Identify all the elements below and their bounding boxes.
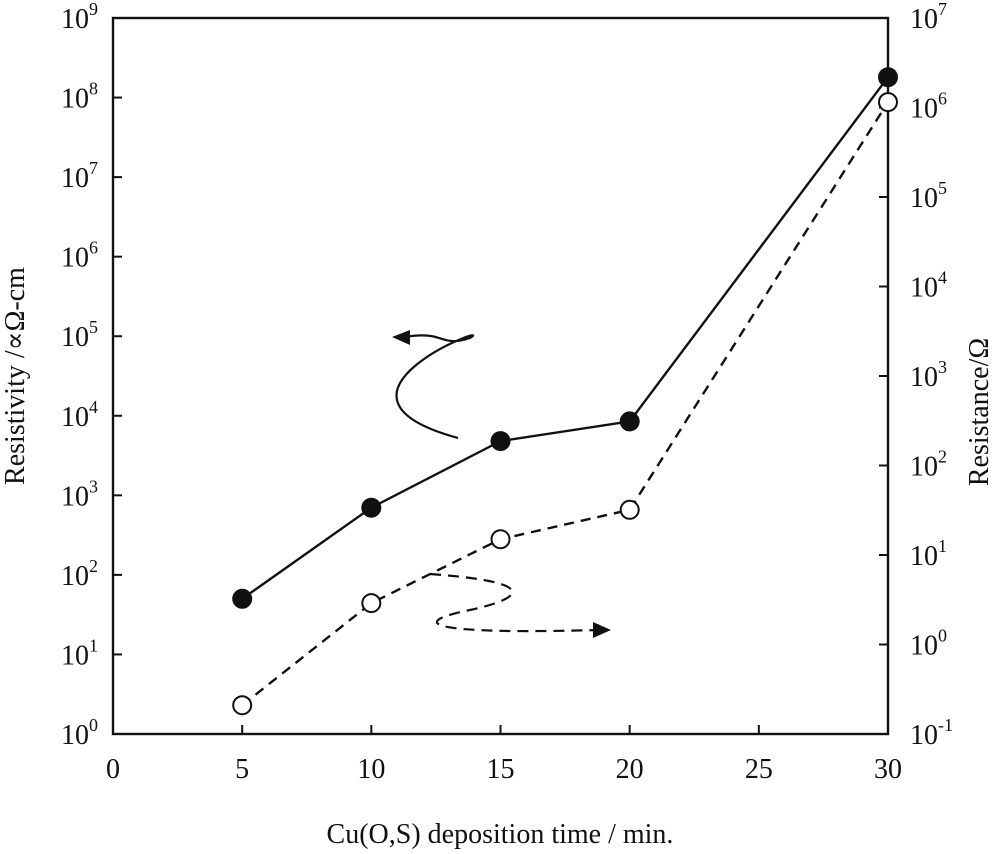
right-y-axis-title: Resistance/Ω [964,338,995,486]
series-2-point [232,695,253,716]
x-tick-label: 25 [745,754,773,785]
svg-text:2: 2 [938,447,947,467]
svg-text:5: 5 [938,178,947,198]
annotation-arrows [392,330,611,638]
svg-text:9: 9 [89,0,98,19]
svg-text:10: 10 [61,322,89,353]
left-y-tick-label: 10 6 [61,238,98,274]
svg-text:10: 10 [61,481,89,512]
right-y-tick-label: 10 -1 [910,715,953,751]
svg-text:5: 5 [89,317,98,337]
left-y-tick-label: 10 0 [61,715,98,751]
svg-text:10: 10 [910,362,938,393]
svg-text:10: 10 [61,4,89,35]
svg-text:8: 8 [89,79,98,99]
left-y-tick-label: 10 7 [61,158,98,194]
x-tick-label: 5 [235,754,249,785]
right-arrowhead-icon [593,622,611,638]
series-1-point [232,588,253,609]
left-y-tick-label: 10 5 [61,317,98,353]
svg-text:0: 0 [938,626,947,646]
series-1-point [878,67,898,88]
x-tick-label: 15 [487,754,515,785]
plot-frame [111,16,890,736]
left-y-tick-label: 10 1 [61,635,98,671]
svg-text:7: 7 [89,158,98,178]
left-arrowhead-icon [392,330,410,345]
x-axis-title: Cu(O,S) deposition time / min. [327,819,674,850]
svg-text:10: 10 [910,452,938,483]
svg-text:-1: -1 [938,715,953,735]
x-tick-label: 10 [357,754,385,785]
svg-text:4: 4 [89,397,98,417]
svg-text:1: 1 [89,635,98,655]
left-y-tick-label: 10 8 [61,79,98,115]
svg-text:10: 10 [910,183,938,214]
right-y-tick-label: 10 3 [910,357,947,393]
x-tick-label: 30 [874,754,902,785]
svg-text:10: 10 [61,561,89,592]
series-2-line [241,101,890,707]
series-1-line [241,76,889,600]
series-1-point [490,431,511,452]
svg-text:6: 6 [938,89,947,109]
right-y-tick-label: 10 1 [910,536,947,572]
right-y-tick-label: 10 7 [910,0,947,35]
right-y-tick-label: 10 2 [910,447,947,483]
series-2-point [878,92,898,113]
right-y-tick-label: 10 4 [910,268,947,304]
right-y-tick-label: 10 5 [910,178,947,214]
series-layer [232,67,898,716]
svg-text:4: 4 [938,268,947,288]
left-y-tick-label: 10 2 [61,556,98,592]
svg-text:10: 10 [61,84,89,115]
x-tick-label: 0 [106,754,120,785]
series-1-point [361,497,382,518]
svg-text:10: 10 [910,720,938,751]
left-y-tick-label: 10 9 [61,0,98,35]
series-2-point [619,499,640,520]
right-y-tick-label: 10 0 [910,626,947,662]
svg-text:10: 10 [61,163,89,194]
right-pointing-curved-arrow [429,572,599,633]
x-tick-label: 20 [616,754,644,785]
svg-text:7: 7 [938,0,947,19]
series-2-point [361,593,382,614]
svg-text:10: 10 [910,541,938,572]
svg-text:10: 10 [910,4,938,35]
left-pointing-curved-arrow [395,334,474,440]
svg-text:3: 3 [89,476,98,496]
svg-text:1: 1 [938,536,947,556]
series-1-point [619,411,640,432]
svg-text:10: 10 [61,243,89,274]
svg-text:10: 10 [910,94,938,125]
left-y-tick-label: 10 4 [61,397,98,433]
svg-text:10: 10 [61,402,89,433]
svg-text:10: 10 [910,273,938,304]
svg-text:10: 10 [910,631,938,662]
svg-text:0: 0 [89,715,98,735]
right-y-tick-label: 10 6 [910,89,947,125]
svg-text:10: 10 [61,640,89,671]
svg-text:3: 3 [938,357,947,377]
svg-text:2: 2 [89,556,98,576]
svg-text:6: 6 [89,238,98,258]
left-y-axis-title: Resistivity /∝Ω-cm [0,267,31,485]
left-y-tick-label: 10 3 [61,476,98,512]
series-2-point [490,529,511,550]
x-axis-ticks: 0 5 10 15 20 25 30 [106,725,902,785]
svg-text:10: 10 [61,720,89,751]
